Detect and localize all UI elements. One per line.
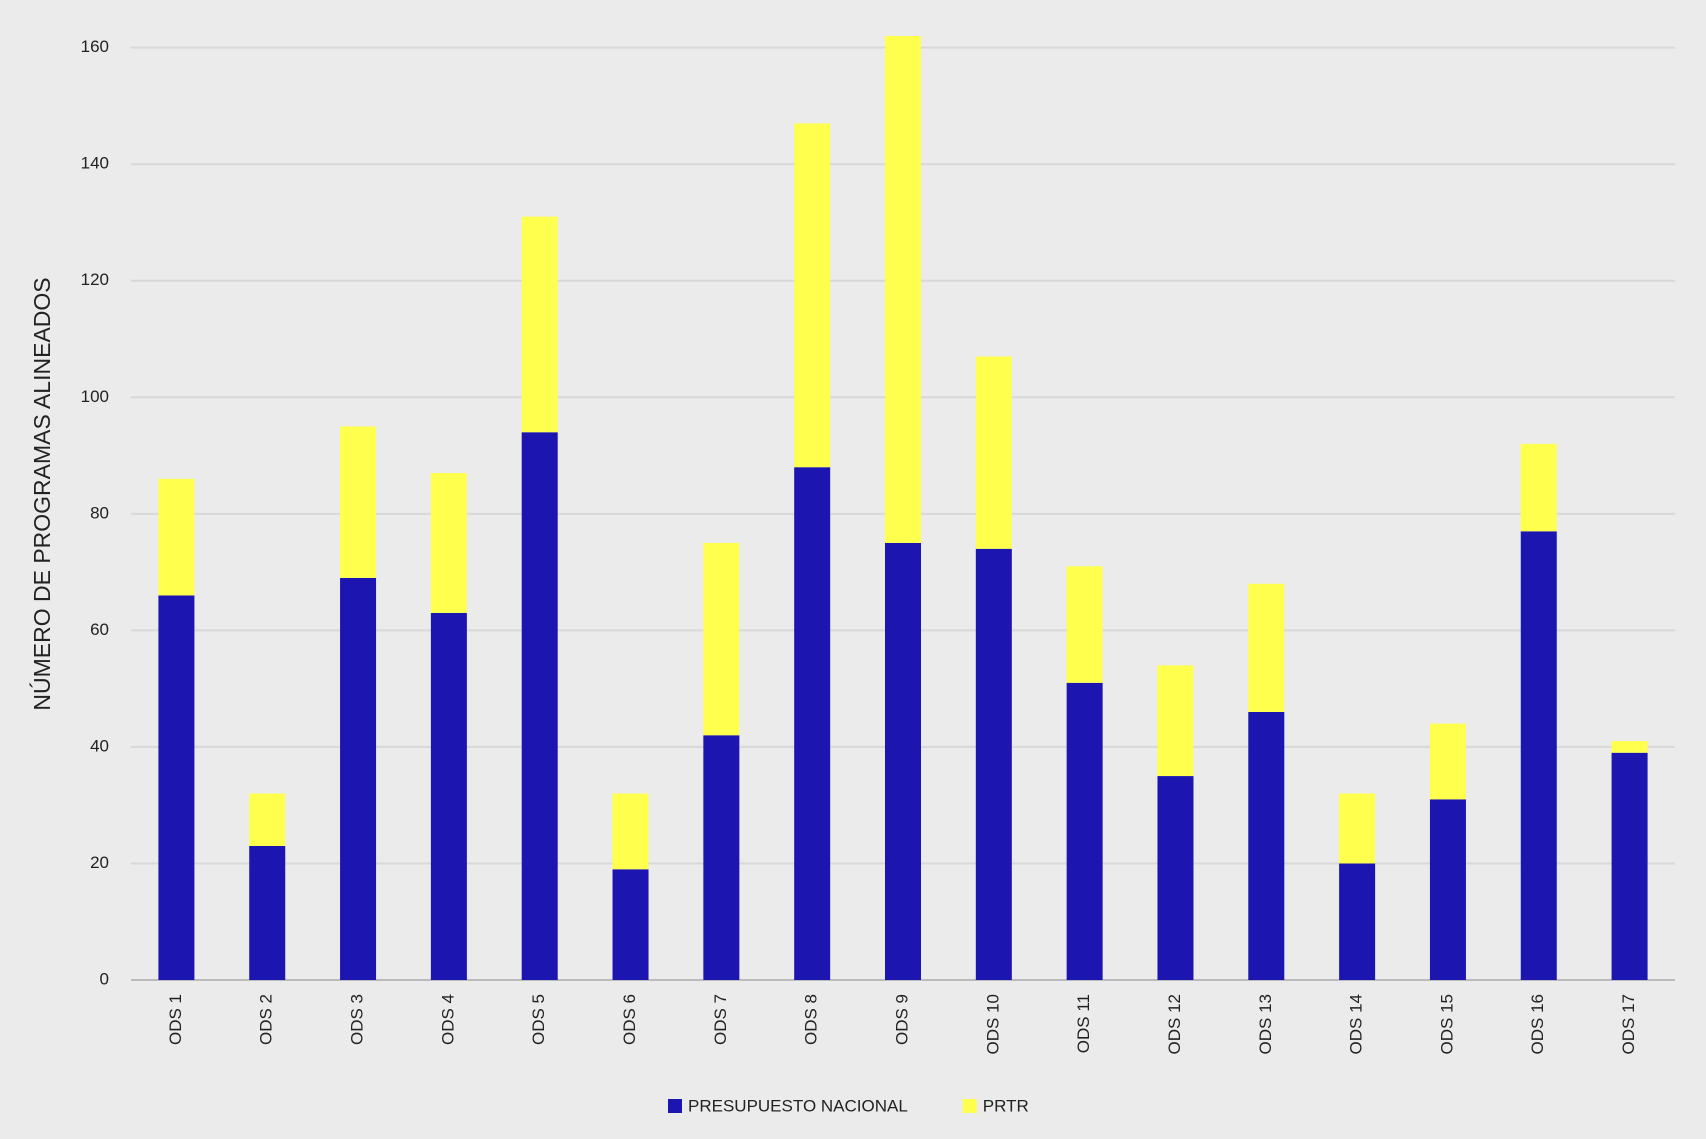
x-tick-label: ODS 7 — [711, 994, 730, 1045]
bar-segment — [1520, 443, 1557, 532]
x-tick-label: ODS 6 — [620, 994, 639, 1045]
y-tick-label: 0 — [100, 969, 109, 988]
bar-segment — [1066, 566, 1103, 683]
bar-segment — [1248, 583, 1285, 712]
bar-segment — [340, 577, 377, 980]
bar-segment — [1066, 682, 1103, 980]
x-tick-label: ODS 17 — [1619, 994, 1638, 1054]
bar-segment — [703, 542, 740, 736]
bar-segment — [1248, 711, 1285, 980]
x-tick-label: ODS 14 — [1347, 994, 1366, 1054]
bar-segment — [612, 869, 649, 980]
y-tick-label: 120 — [81, 270, 109, 289]
bar-segment — [1339, 793, 1376, 864]
bar-segment — [975, 356, 1012, 549]
bar-segment — [430, 473, 467, 613]
x-tick-label: ODS 4 — [438, 994, 457, 1045]
x-tick-label: ODS 8 — [802, 994, 821, 1045]
y-tick-label: 100 — [81, 387, 109, 406]
bar-segment — [1157, 776, 1194, 980]
bar-segment — [794, 123, 831, 468]
bar-segment — [1429, 723, 1466, 800]
bar-segment — [1611, 741, 1648, 753]
y-tick-label: 20 — [90, 853, 109, 872]
y-tick-label: 160 — [81, 37, 109, 56]
bar-segment — [158, 478, 195, 596]
x-tick-label: ODS 5 — [529, 994, 548, 1045]
bar-segment — [340, 426, 377, 578]
legend-label: PRTR — [983, 1096, 1029, 1115]
bar-segment — [612, 793, 649, 870]
x-tick-label: ODS 10 — [983, 994, 1002, 1054]
y-tick-label: 60 — [90, 620, 109, 639]
legend-label: PRESUPUESTO NACIONAL — [688, 1096, 908, 1115]
x-tick-label: ODS 16 — [1528, 994, 1547, 1054]
bar-segment — [885, 36, 921, 543]
bar-segment — [794, 467, 831, 981]
bar-segment — [430, 612, 467, 980]
bar-segment — [1157, 665, 1194, 777]
bar-segment — [158, 595, 195, 980]
x-tick-label: ODS 3 — [348, 994, 367, 1045]
bar-segment — [1339, 863, 1376, 980]
y-tick-label: 80 — [90, 503, 109, 522]
legend-swatch — [668, 1099, 682, 1113]
bar-segment — [975, 548, 1012, 980]
x-tick-label: ODS 11 — [1074, 994, 1093, 1053]
bar-segment — [521, 432, 558, 980]
legend-swatch — [962, 1099, 977, 1113]
bar-segment — [1611, 752, 1648, 980]
x-tick-label: ODS 15 — [1437, 994, 1456, 1054]
x-tick-label: ODS 12 — [1165, 994, 1184, 1054]
bar-segment — [1429, 799, 1466, 980]
bar-segment — [521, 216, 558, 433]
bar-segment — [1520, 531, 1557, 980]
y-tick-label: 40 — [90, 736, 109, 755]
bar-segment — [703, 735, 740, 980]
x-tick-label: ODS 13 — [1256, 994, 1275, 1054]
x-tick-label: ODS 9 — [892, 994, 911, 1045]
x-tick-label: ODS 2 — [257, 994, 276, 1045]
x-tick-label: ODS 1 — [166, 994, 185, 1045]
y-tick-label: 140 — [81, 154, 109, 173]
bar-segment — [885, 542, 921, 980]
bar-segment — [249, 845, 286, 980]
y-axis-title: NÚMERO DE PROGRAMAS ALINEADOS — [29, 277, 55, 710]
bar-segment — [249, 793, 286, 846]
